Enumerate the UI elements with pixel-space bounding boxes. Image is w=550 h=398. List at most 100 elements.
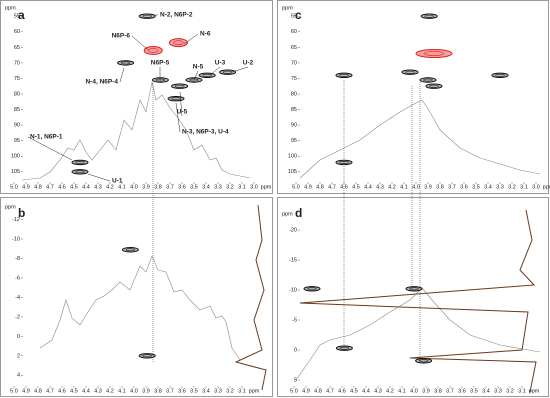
projection-trace bbox=[234, 204, 267, 391]
x-tick-label: 4.7 bbox=[326, 388, 334, 394]
x-tick-label: 3.3 bbox=[214, 388, 222, 394]
contour-peak bbox=[219, 69, 237, 75]
x-tick-label: 3.8 bbox=[154, 388, 162, 394]
contour-ring bbox=[147, 48, 159, 53]
annotation-arrow bbox=[131, 35, 149, 51]
contour-ring bbox=[423, 51, 445, 56]
contour-ring bbox=[405, 70, 415, 74]
x-tick-label: 4.6 bbox=[58, 388, 66, 394]
peak-annotation: N-2, N6P-2 bbox=[160, 12, 193, 19]
contour-peak bbox=[419, 77, 437, 83]
x-axis-label: ppm bbox=[529, 388, 540, 394]
x-tick-label: 4.9 bbox=[22, 184, 30, 190]
x-tick-label: 3.5 bbox=[190, 184, 198, 190]
x-axis-label: ppm bbox=[543, 184, 550, 190]
peak-annotation: N-1, N6P-1 bbox=[30, 134, 63, 141]
x-tick-label: 3.4 bbox=[484, 184, 492, 190]
annotation-arrow bbox=[209, 66, 221, 76]
annotation-arrow bbox=[193, 70, 199, 81]
spectrum-trace bbox=[39, 255, 241, 361]
x-tick-label: 4.5 bbox=[350, 388, 358, 394]
contour-ring bbox=[339, 161, 349, 164]
panel-frame bbox=[277, 0, 549, 194]
x-tick-label: 4.0 bbox=[410, 388, 418, 394]
x-tick-label: 3.6 bbox=[460, 184, 468, 190]
x-tick-label: 4.1 bbox=[398, 388, 406, 394]
contour-ring bbox=[423, 78, 433, 82]
x-tick-label: 3.0 bbox=[250, 184, 258, 190]
x-tick-label: 4.4 bbox=[362, 388, 370, 394]
x-tick-label: 3.6 bbox=[178, 388, 186, 394]
x-tick-label: 4.1 bbox=[118, 184, 126, 190]
peak-annotation: N-6 bbox=[200, 31, 211, 38]
x-tick-label: 5.0 bbox=[292, 184, 300, 190]
contour-peak bbox=[405, 286, 423, 292]
y-tick-label: 90 bbox=[14, 123, 20, 129]
peak-annotation: U-1 bbox=[112, 178, 123, 185]
x-tick-label: 4.5 bbox=[352, 184, 360, 190]
y-tick-label: -10 bbox=[289, 287, 297, 293]
peak-annotation: N-3, N6P-3, U-4 bbox=[182, 129, 229, 136]
x-tick-label: 3.8 bbox=[154, 184, 162, 190]
x-tick-label: 4.9 bbox=[302, 388, 310, 394]
y-tick-label: -4 bbox=[15, 295, 20, 301]
y-tick-label: 80 bbox=[291, 91, 297, 97]
projection-trace bbox=[299, 209, 537, 393]
x-tick-label: 3.9 bbox=[142, 184, 150, 190]
spectrum-trace bbox=[21, 81, 251, 181]
y-tick-label: 4 bbox=[17, 373, 20, 379]
x-tick-label: 3.2 bbox=[226, 184, 234, 190]
x-tick-label: 4.9 bbox=[22, 388, 30, 394]
peak-annotation: U-2 bbox=[243, 60, 254, 67]
spectrum-trace bbox=[299, 99, 541, 179]
x-tick-label: 4.6 bbox=[58, 184, 66, 190]
contour-peak bbox=[425, 83, 443, 89]
contour-peak bbox=[303, 286, 321, 292]
y-tick-label: -20 bbox=[289, 227, 297, 233]
contour-peak bbox=[420, 13, 438, 19]
x-tick-label: 3.8 bbox=[434, 388, 442, 394]
contour-peak bbox=[491, 72, 509, 79]
y-tick-label: 60 bbox=[14, 29, 20, 35]
contour-ring bbox=[339, 73, 349, 77]
contour-ring bbox=[202, 73, 212, 77]
peak-annotation: U-5 bbox=[177, 109, 188, 116]
y-tick-label: 75 bbox=[14, 76, 20, 82]
x-tick-label: 4.4 bbox=[82, 184, 90, 190]
y-tick-label: 65 bbox=[291, 45, 297, 51]
contour-ring bbox=[125, 248, 136, 252]
x-tick-label: 3.3 bbox=[494, 388, 502, 394]
contour-peak bbox=[168, 38, 188, 48]
x-tick-label: 3.7 bbox=[166, 388, 174, 394]
y-tick-label: 0 bbox=[294, 347, 297, 353]
y-tick-label: -6 bbox=[15, 275, 20, 281]
y-tick-label: 100 bbox=[288, 154, 297, 160]
panel-label: c bbox=[295, 8, 302, 22]
contour-peak bbox=[335, 72, 353, 79]
contour-ring bbox=[142, 14, 152, 18]
contour-ring bbox=[429, 84, 439, 88]
annotation-arrow bbox=[119, 67, 125, 83]
y-tick-label: 70 bbox=[14, 60, 20, 66]
panel-frame bbox=[0, 197, 273, 397]
y-tick-label: 0 bbox=[17, 334, 20, 340]
y-tick-label: 90 bbox=[291, 123, 297, 129]
x-tick-label: 4.4 bbox=[364, 184, 372, 190]
x-tick-label: 4.6 bbox=[340, 184, 348, 190]
spectrum-trace bbox=[295, 287, 541, 381]
y-tick-label: 95 bbox=[14, 138, 20, 144]
contour-peak bbox=[71, 169, 89, 175]
panel-label: d bbox=[295, 206, 302, 220]
x-tick-label: 4.0 bbox=[130, 184, 138, 190]
x-tick-label: 3.1 bbox=[518, 388, 526, 394]
y-tick-label: 105 bbox=[11, 169, 20, 175]
x-tick-label: 4.2 bbox=[106, 388, 114, 394]
y-axis-label: ppm bbox=[282, 211, 293, 217]
x-tick-label: 3.6 bbox=[178, 184, 186, 190]
x-tick-label: 3.1 bbox=[520, 184, 528, 190]
y-tick-label: 75 bbox=[291, 76, 297, 82]
contour-peak bbox=[401, 69, 419, 75]
y-tick-label: -15 bbox=[289, 257, 297, 263]
annotation-arrow bbox=[179, 91, 183, 117]
peak-annotation: N6P-6 bbox=[112, 33, 131, 40]
